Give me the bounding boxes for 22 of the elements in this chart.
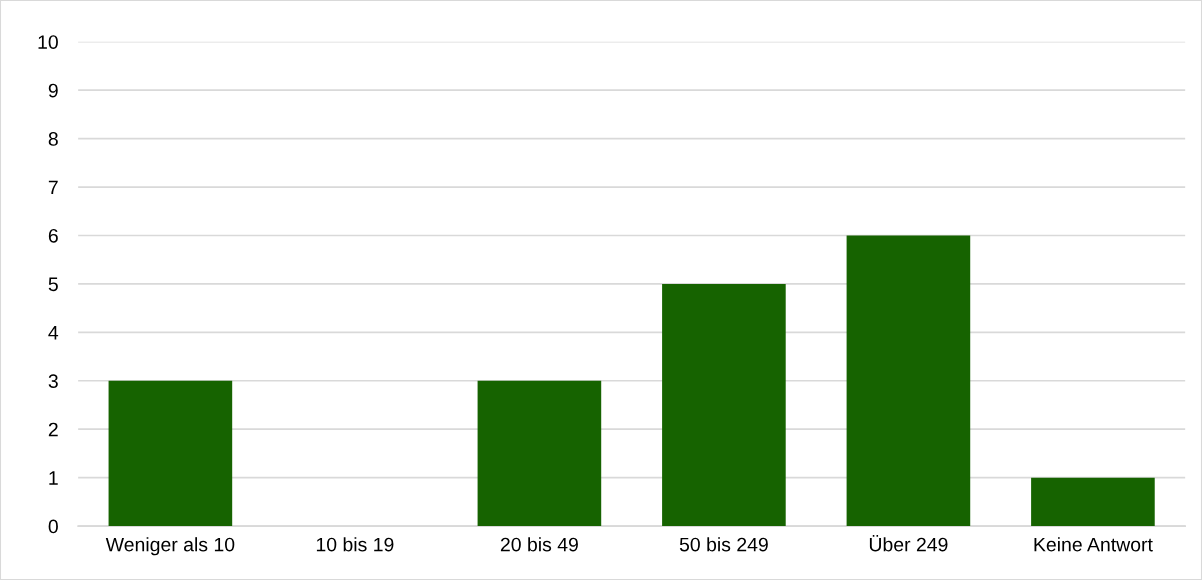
bar xyxy=(477,380,602,527)
y-tick-label: 10 xyxy=(38,35,58,49)
x-tick-label: 50 bis 249 xyxy=(679,537,768,552)
x-tick-label: Weniger als 10 xyxy=(105,537,235,556)
y-tick-label: 1 xyxy=(49,471,58,485)
y-tick-label: 5 xyxy=(48,277,58,292)
y-tick-label: 4 xyxy=(48,326,59,340)
x-tick-label: Keine Antwort xyxy=(1034,537,1153,552)
bar xyxy=(662,283,786,527)
y-tick-label: 7 xyxy=(48,180,58,195)
bar xyxy=(1031,477,1155,527)
y-tick-label: 8 xyxy=(48,132,58,146)
x-tick-label: 20 bis 49 xyxy=(500,537,578,552)
x-tick-label: 10 bis 19 xyxy=(316,537,394,552)
y-tick-label: 9 xyxy=(48,83,58,98)
bar xyxy=(108,380,233,527)
y-tick-label: 2 xyxy=(48,422,58,437)
y-tick-label: 0 xyxy=(48,519,58,534)
y-tick-label: 6 xyxy=(48,228,58,243)
y-tick-label: 3 xyxy=(48,374,58,389)
bar xyxy=(846,235,971,527)
x-tick-label: Über 249 xyxy=(869,534,948,552)
